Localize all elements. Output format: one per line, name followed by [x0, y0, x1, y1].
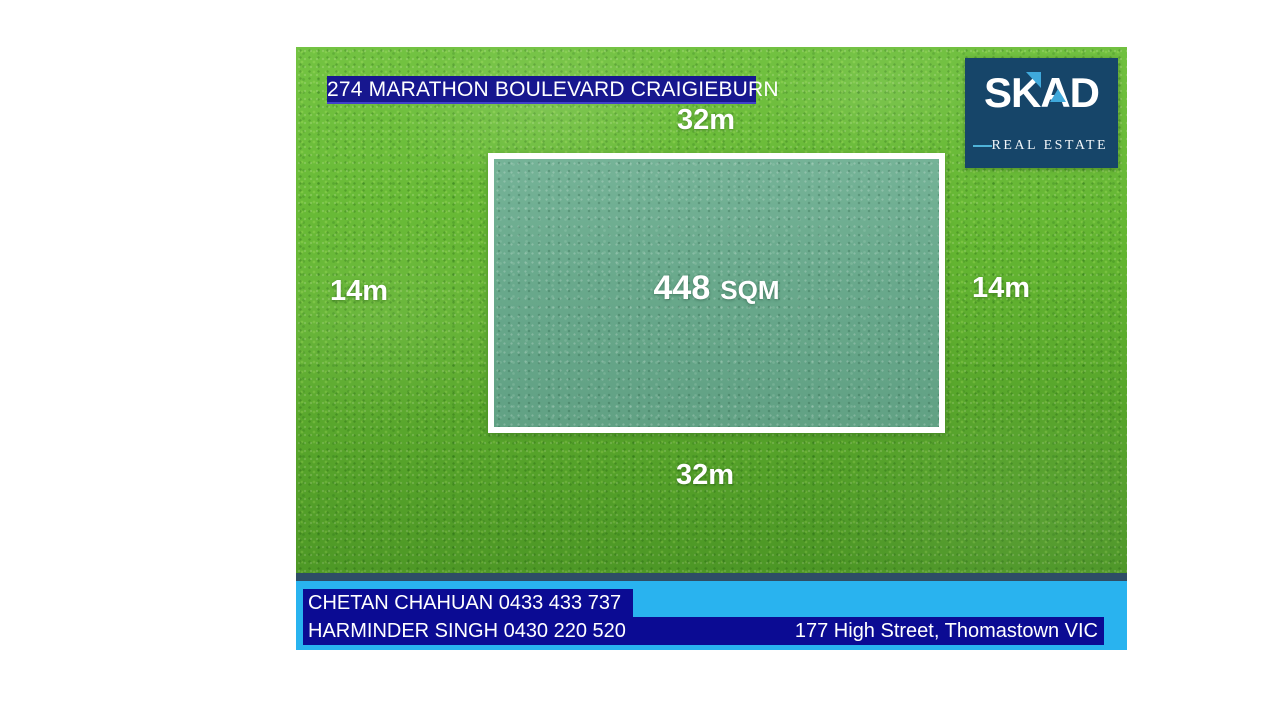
dimension-label-right: 14m: [972, 272, 1031, 304]
area-unit: SQM: [720, 274, 780, 305]
logo-brand-text: SKAD: [983, 69, 1100, 116]
dimension-label-top: 32m: [676, 104, 736, 136]
property-address-title: 274 MARATHON BOULEVARD CRAIGIEBURN: [327, 76, 779, 104]
logo-divider-line: [973, 145, 992, 147]
footer-top-strip: [296, 573, 1127, 581]
dimension-label-bottom: 32m: [675, 459, 735, 491]
property-flyer: 274 MARATHON BOULEVARD CRAIGIEBURN SKAD …: [296, 47, 1127, 650]
footer-contact-bar: CHETAN CHAHUAN 0433 433 737 HARMINDER SI…: [296, 581, 1127, 650]
logo-tagline-row: REAL ESTATE: [965, 138, 1118, 154]
agent-contact-line-2: HARMINDER SINGH 0430 220 520 177 High St…: [303, 617, 1104, 645]
skad-real-estate-logo: SKAD REAL ESTATE: [965, 58, 1118, 168]
logo-tagline-text: REAL ESTATE: [991, 138, 1108, 153]
agent-name-phone: HARMINDER SINGH 0430 220 520: [308, 620, 626, 642]
agent-contact-line-1: CHETAN CHAHUAN 0433 433 737: [303, 589, 633, 617]
land-area-label: 448 SQM: [654, 269, 780, 308]
land-plot-outline: 448 SQM: [488, 153, 945, 433]
dimension-label-left: 14m: [330, 275, 389, 307]
logo-a-accent-triangle-icon: [1050, 89, 1066, 102]
area-value: 448: [653, 268, 711, 307]
logo-k-accent-triangle-icon: [1026, 72, 1041, 88]
office-address: 177 High Street, Thomastown VIC: [794, 620, 1098, 642]
